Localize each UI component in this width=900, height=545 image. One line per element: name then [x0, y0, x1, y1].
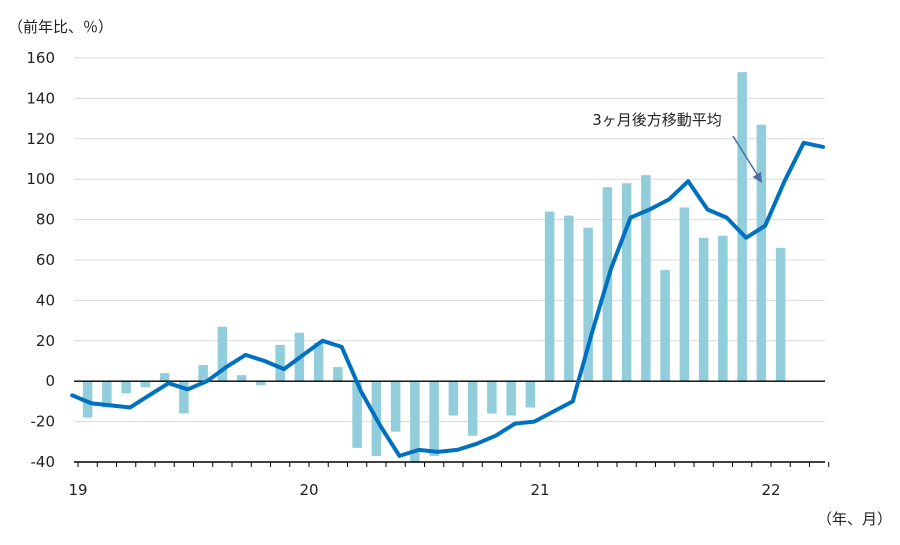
- y-tick-label: -40: [31, 453, 56, 471]
- bar: [179, 381, 189, 414]
- bar: [718, 235, 728, 382]
- bar: [140, 381, 151, 388]
- bar: [564, 215, 574, 382]
- y-tick-label: 20: [36, 332, 55, 350]
- y-tick-label: 100: [26, 170, 55, 188]
- x-axis-ticks: [77, 462, 830, 467]
- bar: [256, 381, 266, 386]
- y-tick-label: 80: [36, 211, 55, 229]
- x-year-label: 22: [761, 481, 780, 499]
- bar: [429, 381, 439, 456]
- bar: [102, 381, 112, 408]
- bar: [621, 183, 632, 382]
- annotation-arrowhead: [752, 171, 762, 183]
- bar: [525, 381, 536, 408]
- moving-average-line: [70, 140, 825, 458]
- x-axis-unit-label: （年、月）: [817, 510, 892, 528]
- bar: [410, 381, 420, 462]
- y-tick-label: 160: [26, 49, 55, 67]
- bar-series: [82, 72, 786, 462]
- y-tick-label: 40: [36, 291, 55, 309]
- bar: [217, 326, 228, 382]
- bar: [198, 365, 208, 382]
- bar: [236, 375, 247, 382]
- bar: [333, 367, 343, 382]
- bar: [390, 381, 401, 432]
- bar: [660, 270, 670, 382]
- bar: [641, 175, 651, 382]
- bar: [352, 381, 362, 448]
- bar: [679, 207, 690, 382]
- y-tick-label: 120: [26, 130, 55, 148]
- bar: [506, 381, 516, 416]
- bar: [487, 381, 497, 414]
- y-tick-label: -20: [31, 413, 56, 431]
- moving-average-annotation-label: 3ヶ月後方移動平均: [592, 111, 722, 129]
- annotation-arrow: [732, 135, 759, 177]
- bar: [698, 237, 709, 382]
- bar: [737, 72, 747, 382]
- x-year-label: 21: [530, 481, 549, 499]
- bar: [583, 227, 593, 382]
- bar: [159, 373, 170, 382]
- bar: [467, 381, 478, 436]
- bar: [275, 344, 285, 382]
- x-year-label: 19: [68, 481, 87, 499]
- bar: [756, 124, 767, 382]
- y-tick-label: 60: [36, 251, 55, 269]
- y-tick-label: 0: [45, 372, 55, 390]
- bar: [121, 381, 131, 394]
- bar: [775, 247, 786, 382]
- bar: [313, 342, 324, 382]
- bar: [448, 381, 459, 416]
- x-year-label: 20: [299, 481, 318, 499]
- y-axis-unit-label: （前年比、％）: [8, 18, 113, 36]
- x-axis-tick-labels: 19 20 21 22: [68, 481, 780, 499]
- y-axis-tick-labels: 160 140 120 100 80 60 40 20 0 -20 -40: [26, 49, 55, 471]
- y-tick-label: 140: [26, 89, 55, 107]
- bar: [82, 381, 93, 418]
- gridlines: [74, 57, 825, 423]
- bar: [544, 211, 555, 382]
